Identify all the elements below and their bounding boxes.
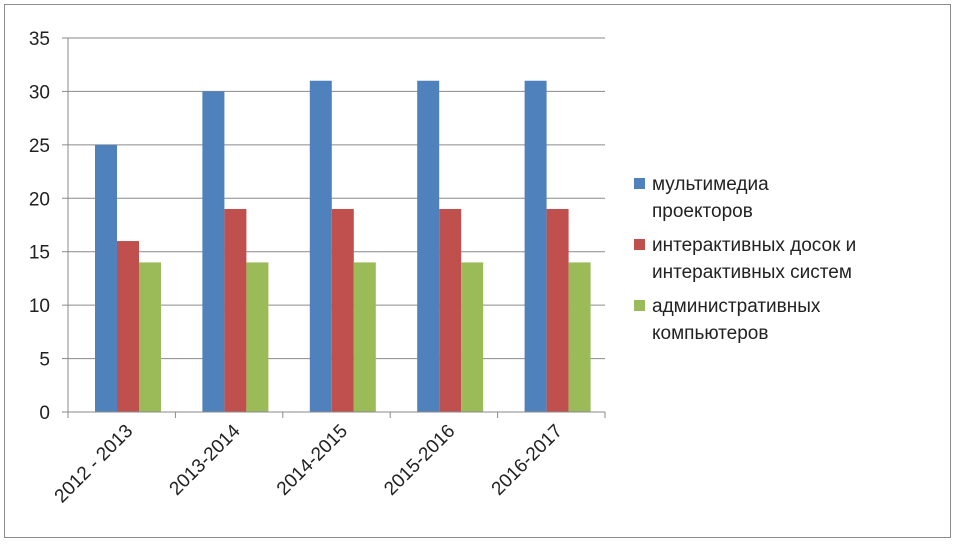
y-tick-label: 0 <box>39 403 50 424</box>
y-tick-label: 5 <box>39 350 50 371</box>
legend-label-1: проекторов <box>652 201 753 222</box>
bar-2-3 <box>331 208 354 412</box>
bar-3-2 <box>246 262 269 412</box>
x-tick-label: 2016-2017 <box>488 421 567 500</box>
bar-2-1 <box>117 241 139 412</box>
bar-2-5 <box>546 208 569 412</box>
y-tick-label: 35 <box>29 29 50 50</box>
legend-swatch-2 <box>634 239 645 250</box>
legend-swatch-1 <box>634 178 645 189</box>
bar-3-1 <box>139 262 161 412</box>
bar-1-3 <box>309 80 332 412</box>
legend-label-2: интерактивных досок и <box>652 235 856 256</box>
y-tick-label: 20 <box>29 189 50 210</box>
bar-1-5 <box>524 80 547 412</box>
y-tick-label: 25 <box>29 136 50 157</box>
bar-2-2 <box>224 208 247 412</box>
bar-3-5 <box>568 262 591 412</box>
legend-label-1: мультимедиа <box>652 174 769 195</box>
bar-1-4 <box>417 80 440 412</box>
bar-1-1 <box>95 144 117 412</box>
bar-2-4 <box>439 208 462 412</box>
legend-swatch-3 <box>634 300 645 311</box>
x-tick-label: 2013-2014 <box>166 420 245 499</box>
x-tick-label: 2014-2015 <box>273 421 352 500</box>
x-tick-label: 2012 - 2013 <box>51 421 138 508</box>
y-tick-label: 10 <box>29 296 50 317</box>
bar-1-2 <box>202 91 225 412</box>
y-tick-label: 15 <box>29 243 50 264</box>
x-tick-label: 2015-2016 <box>380 421 459 500</box>
legend-label-3: компьютеров <box>652 323 768 344</box>
bar-3-3 <box>353 262 376 412</box>
bar-3-4 <box>461 262 484 412</box>
legend-label-3: административных <box>652 296 821 317</box>
legend-label-2: интерактивных систем <box>652 262 852 283</box>
y-tick-label: 30 <box>29 82 50 103</box>
